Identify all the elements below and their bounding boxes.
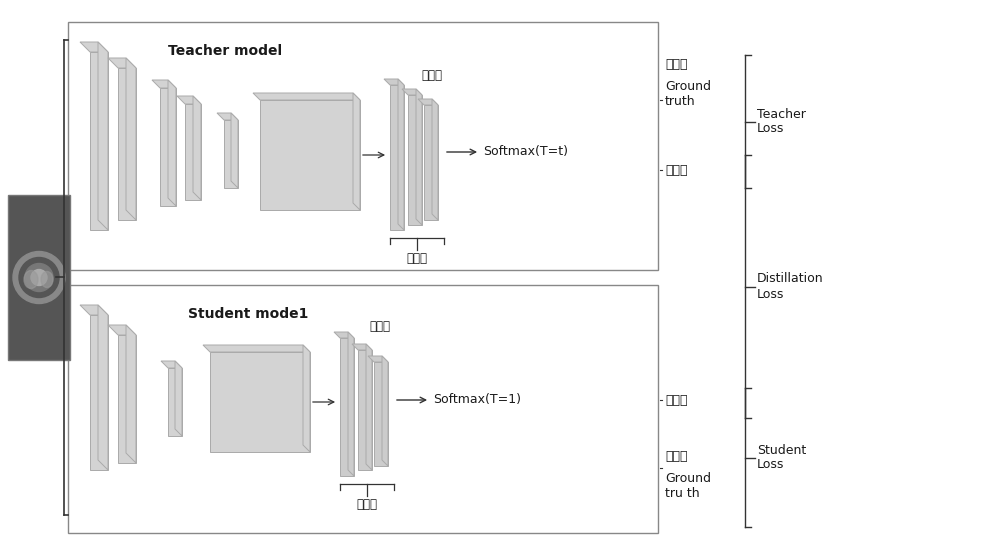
Text: 全连接: 全连接 [422, 69, 442, 82]
Polygon shape [126, 325, 136, 463]
Polygon shape [416, 89, 422, 225]
Polygon shape [408, 95, 422, 225]
Polygon shape [160, 88, 176, 206]
Ellipse shape [41, 272, 53, 288]
Text: Softmax(T=t): Softmax(T=t) [483, 145, 568, 159]
Text: 硬标签: 硬标签 [665, 58, 688, 71]
Polygon shape [108, 58, 136, 68]
Text: 硬标签: 硬标签 [665, 450, 688, 463]
Polygon shape [98, 305, 108, 470]
Text: 分类器: 分类器 [406, 252, 428, 265]
Polygon shape [177, 96, 201, 104]
Polygon shape [90, 315, 108, 470]
Polygon shape [203, 345, 310, 352]
Text: Student
Loss: Student Loss [757, 444, 806, 472]
Polygon shape [175, 361, 182, 436]
Circle shape [19, 257, 59, 298]
Text: Student mode1: Student mode1 [188, 307, 308, 321]
Polygon shape [334, 332, 354, 338]
Polygon shape [402, 89, 422, 95]
Polygon shape [366, 344, 372, 470]
Bar [68, 285, 658, 533]
Polygon shape [374, 362, 388, 466]
Polygon shape [358, 350, 372, 470]
Polygon shape [118, 68, 136, 220]
Polygon shape [432, 99, 438, 220]
Polygon shape [348, 332, 354, 476]
Bar [68, 22, 658, 270]
Text: Ground
tru th: Ground tru th [665, 472, 711, 500]
Polygon shape [352, 344, 372, 350]
Polygon shape [193, 96, 201, 200]
Polygon shape [260, 100, 360, 210]
Text: Distillation
Loss: Distillation Loss [757, 273, 824, 300]
Polygon shape [231, 113, 238, 188]
Polygon shape [80, 42, 108, 52]
Text: Teacher
Loss: Teacher Loss [757, 107, 806, 136]
Polygon shape [90, 52, 108, 230]
Text: Teacher model: Teacher model [168, 44, 282, 58]
Polygon shape [118, 335, 136, 463]
Polygon shape [418, 99, 438, 105]
Circle shape [31, 269, 47, 285]
Text: 硬预测: 硬预测 [665, 393, 688, 407]
Polygon shape [168, 80, 176, 206]
Polygon shape [185, 104, 201, 200]
Polygon shape [390, 85, 404, 230]
Polygon shape [152, 80, 176, 88]
Bar [8, 195, 70, 360]
Polygon shape [217, 113, 238, 120]
Polygon shape [340, 338, 354, 476]
Text: Softmax(T=1): Softmax(T=1) [433, 393, 521, 407]
Polygon shape [303, 345, 310, 452]
Polygon shape [98, 42, 108, 230]
Text: 全连接: 全连接 [370, 320, 390, 333]
Text: 软标签: 软标签 [665, 164, 688, 176]
Polygon shape [168, 368, 182, 436]
Ellipse shape [24, 271, 38, 289]
Polygon shape [210, 352, 310, 452]
Polygon shape [253, 93, 360, 100]
Polygon shape [224, 120, 238, 188]
Text: 分类器: 分类器 [356, 498, 378, 511]
Polygon shape [382, 356, 388, 466]
Text: Ground
truth: Ground truth [665, 80, 711, 108]
Polygon shape [424, 105, 438, 220]
Polygon shape [126, 58, 136, 220]
Polygon shape [108, 325, 136, 335]
Circle shape [13, 251, 65, 304]
Polygon shape [161, 361, 182, 368]
Polygon shape [368, 356, 388, 362]
Polygon shape [353, 93, 360, 210]
Circle shape [25, 263, 53, 291]
Polygon shape [80, 305, 108, 315]
Polygon shape [398, 79, 404, 230]
Polygon shape [384, 79, 404, 85]
